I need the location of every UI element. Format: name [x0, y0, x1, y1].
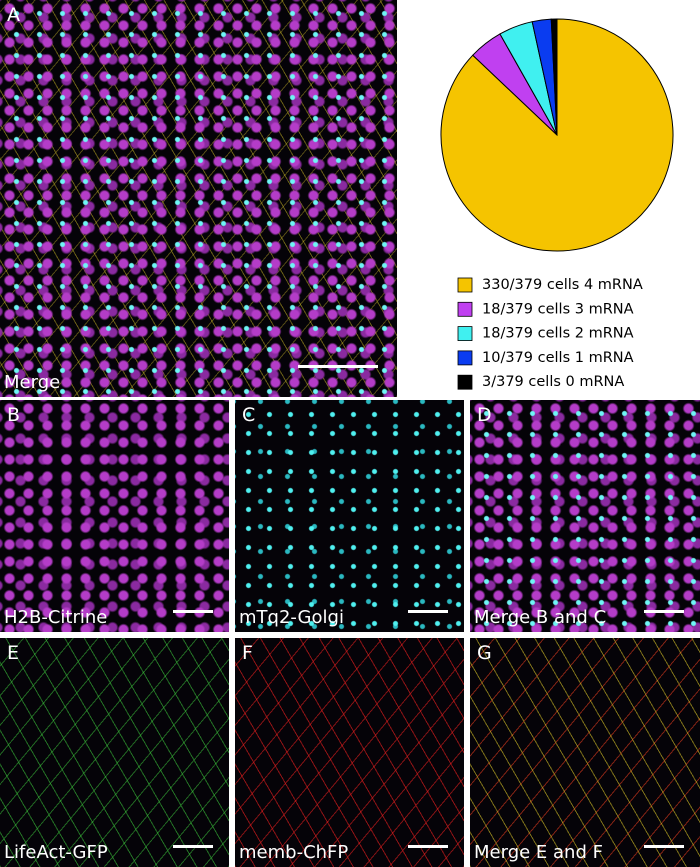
image-panel: B H2B-Citrine: [0, 400, 229, 632]
legend-swatch: [457, 374, 473, 390]
image-panel: E LifeAct-GFP: [0, 638, 229, 867]
scale-bar: [644, 845, 684, 848]
legend-swatch: [457, 301, 473, 317]
panel-caption: Merge: [4, 372, 61, 393]
legend-label: 18/379 cells 3 mRNA: [482, 301, 634, 317]
panel-caption: Merge B and C: [474, 607, 607, 628]
panel-letter: B: [7, 404, 21, 426]
panel-letter: D: [477, 404, 492, 426]
panel-letter: G: [477, 642, 492, 664]
image-panel: A Merge: [0, 0, 397, 397]
panel-caption: H2B-Citrine: [4, 607, 108, 628]
panel-caption: LifeAct-GFP: [4, 842, 108, 863]
image-panel: G Merge E and F: [470, 638, 700, 867]
legend-label: 330/379 cells 4 mRNA: [482, 277, 643, 293]
legend-swatch: [457, 326, 473, 342]
scale-bar: [408, 845, 448, 848]
image-panel: D Merge B and C: [470, 400, 700, 632]
scale-bar: [173, 845, 213, 848]
legend-label: 10/379 cells 1 mRNA: [482, 350, 634, 366]
panel-letter: E: [7, 642, 20, 664]
legend-label: 3/379 cells 0 mRNA: [482, 374, 624, 390]
scale-bar: [298, 365, 378, 368]
legend-swatch: [457, 277, 473, 293]
scale-bar: [173, 610, 213, 613]
panel-letter: F: [242, 642, 253, 664]
scale-bar: [644, 610, 684, 613]
panel-caption: memb-ChFP: [239, 842, 349, 863]
panel-letter: A: [7, 4, 20, 26]
panel-caption: mTq2-Golgi: [239, 607, 344, 628]
pie-chart: 330/379 cells 4 mRNA 18/379 cells 3 mRNA 1…: [440, 18, 674, 390]
pie-slice: [550, 18, 558, 136]
legend-label: 18/379 cells 2 mRNA: [482, 326, 634, 342]
panel-caption: Merge E and F: [474, 842, 603, 863]
panel-letter: C: [242, 404, 256, 426]
legend-swatch: [457, 350, 473, 366]
scale-bar: [408, 610, 448, 613]
